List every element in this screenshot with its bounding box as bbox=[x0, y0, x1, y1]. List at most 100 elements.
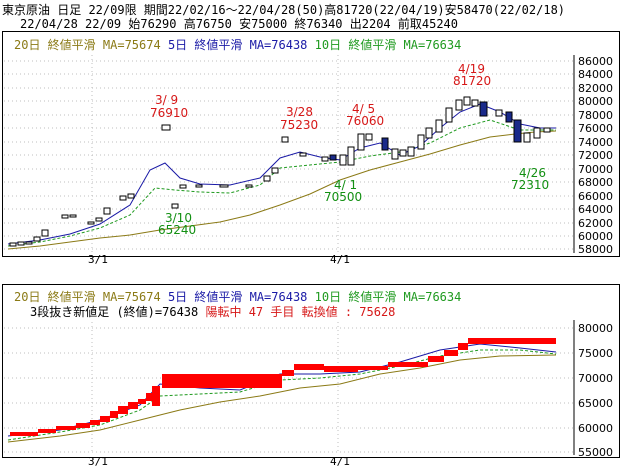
x-tick: 3/1 bbox=[88, 455, 108, 468]
candle bbox=[69, 214, 77, 218]
candle bbox=[119, 195, 127, 201]
annot-low-value: 65240 bbox=[158, 223, 196, 237]
candle bbox=[9, 242, 17, 247]
breakout-info: 3段抜き新値足 (終値)=76438 陽転中 47 手目 転換値 : 75628 bbox=[30, 303, 395, 320]
candle bbox=[329, 154, 337, 161]
annot-high-value: 81720 bbox=[453, 74, 491, 88]
candle bbox=[513, 119, 522, 143]
breakout-block bbox=[388, 362, 428, 367]
legend-ma20: 20日 終値平滑 MA=75674 bbox=[14, 290, 161, 304]
legend-ma5: 5日 終値平滑 MA=76438 bbox=[167, 38, 308, 52]
candle bbox=[263, 175, 271, 182]
top-y-axis: 86000 84000 82000 80000 78000 76000 7400… bbox=[578, 55, 613, 256]
candle bbox=[321, 156, 329, 162]
y-tick: 80000 bbox=[578, 95, 613, 108]
breakout-block bbox=[358, 366, 388, 370]
candle bbox=[357, 133, 365, 151]
y-tick: 62000 bbox=[578, 217, 613, 230]
breakout-block bbox=[56, 426, 76, 430]
ma10-line bbox=[7, 349, 557, 441]
y-tick: 60000 bbox=[578, 230, 613, 243]
candle bbox=[17, 241, 25, 246]
breakout-block bbox=[468, 338, 556, 344]
y-tick: 70000 bbox=[578, 163, 613, 176]
breakout-block bbox=[118, 406, 128, 414]
candle bbox=[87, 221, 95, 225]
annot-high-date: 3/28 bbox=[286, 105, 313, 119]
y-tick: 68000 bbox=[578, 176, 613, 189]
candle bbox=[103, 207, 111, 215]
annot-high-date: 4/19 bbox=[458, 62, 485, 76]
top-legend: 20日 終値平滑 MA=75674 5日 終値平滑 MA=76438 10日 終… bbox=[14, 36, 461, 53]
breakout-block bbox=[282, 370, 294, 376]
legend-ma10: 10日 終値平滑 MA=76634 bbox=[314, 290, 462, 304]
legend-ma5: 5日 終値平滑 MA=76438 bbox=[167, 290, 308, 304]
breakout-block bbox=[10, 432, 38, 436]
bottom-y-axis: 80000 75000 70000 65000 60000 55000 bbox=[578, 322, 613, 459]
top-grid bbox=[4, 55, 574, 252]
y-tick: 66000 bbox=[578, 190, 613, 203]
y-tick: 74000 bbox=[578, 136, 613, 149]
breakout-block bbox=[428, 356, 444, 362]
y-tick: 64000 bbox=[578, 203, 613, 216]
y-tick: 80000 bbox=[578, 322, 613, 335]
candlestick-panel[interactable] bbox=[2, 31, 620, 257]
y-tick: 70000 bbox=[578, 372, 613, 385]
y-tick: 75000 bbox=[578, 347, 613, 360]
annot-high-value: 76060 bbox=[346, 114, 384, 128]
y-tick: 65000 bbox=[578, 397, 613, 410]
breakout-block bbox=[110, 411, 118, 418]
candle bbox=[281, 136, 289, 143]
breakout-block bbox=[76, 423, 90, 428]
candle bbox=[33, 236, 41, 242]
candle bbox=[219, 184, 229, 188]
legend-ma20: 20日 終値平滑 MA=75674 bbox=[14, 38, 161, 52]
bottom-grid bbox=[4, 322, 574, 454]
candle bbox=[479, 101, 488, 117]
candle bbox=[41, 229, 49, 237]
x-tick: 4/1 bbox=[330, 253, 350, 266]
breakout-block bbox=[90, 420, 100, 425]
ma20-line bbox=[7, 354, 557, 443]
candle bbox=[61, 214, 69, 219]
candle bbox=[533, 127, 541, 139]
candle bbox=[523, 132, 531, 143]
candle bbox=[399, 149, 407, 157]
breakout-block bbox=[100, 416, 110, 422]
breakout-block bbox=[458, 343, 468, 350]
candle bbox=[127, 193, 135, 199]
candle bbox=[455, 99, 463, 111]
candles bbox=[9, 96, 551, 247]
y-tick: 84000 bbox=[578, 68, 613, 81]
breakout-blocks bbox=[10, 338, 556, 436]
price-summary: 22/04/28 22/09 始76290 高76750 安75000 終763… bbox=[20, 17, 459, 31]
annot-low-date: 3/10 bbox=[165, 211, 192, 225]
candle bbox=[407, 146, 415, 157]
breakout-value: 3段抜き新値足 (終値)=76438 bbox=[30, 305, 199, 319]
annot-low-date: 4/26 bbox=[519, 166, 546, 180]
annot-high-date: 3/ 9 bbox=[155, 93, 178, 107]
breakout-block bbox=[162, 374, 282, 388]
candle bbox=[195, 184, 203, 188]
candle bbox=[179, 184, 187, 189]
candle bbox=[417, 134, 425, 150]
candle bbox=[435, 119, 443, 133]
y-tick: 58000 bbox=[578, 243, 613, 256]
candle bbox=[445, 107, 453, 123]
candle bbox=[505, 111, 513, 123]
candle bbox=[271, 167, 279, 174]
y-tick: 55000 bbox=[578, 446, 613, 459]
annot-high-date: 4/ 5 bbox=[352, 102, 375, 116]
candle bbox=[95, 217, 103, 222]
candle bbox=[391, 148, 399, 160]
y-tick: 86000 bbox=[578, 55, 613, 68]
breakout-block bbox=[324, 366, 358, 372]
y-tick: 60000 bbox=[578, 422, 613, 435]
y-tick: 78000 bbox=[578, 109, 613, 122]
candle bbox=[339, 154, 347, 166]
candle bbox=[471, 99, 479, 107]
y-tick: 76000 bbox=[578, 122, 613, 135]
candle bbox=[463, 96, 471, 106]
y-tick: 82000 bbox=[578, 82, 613, 95]
